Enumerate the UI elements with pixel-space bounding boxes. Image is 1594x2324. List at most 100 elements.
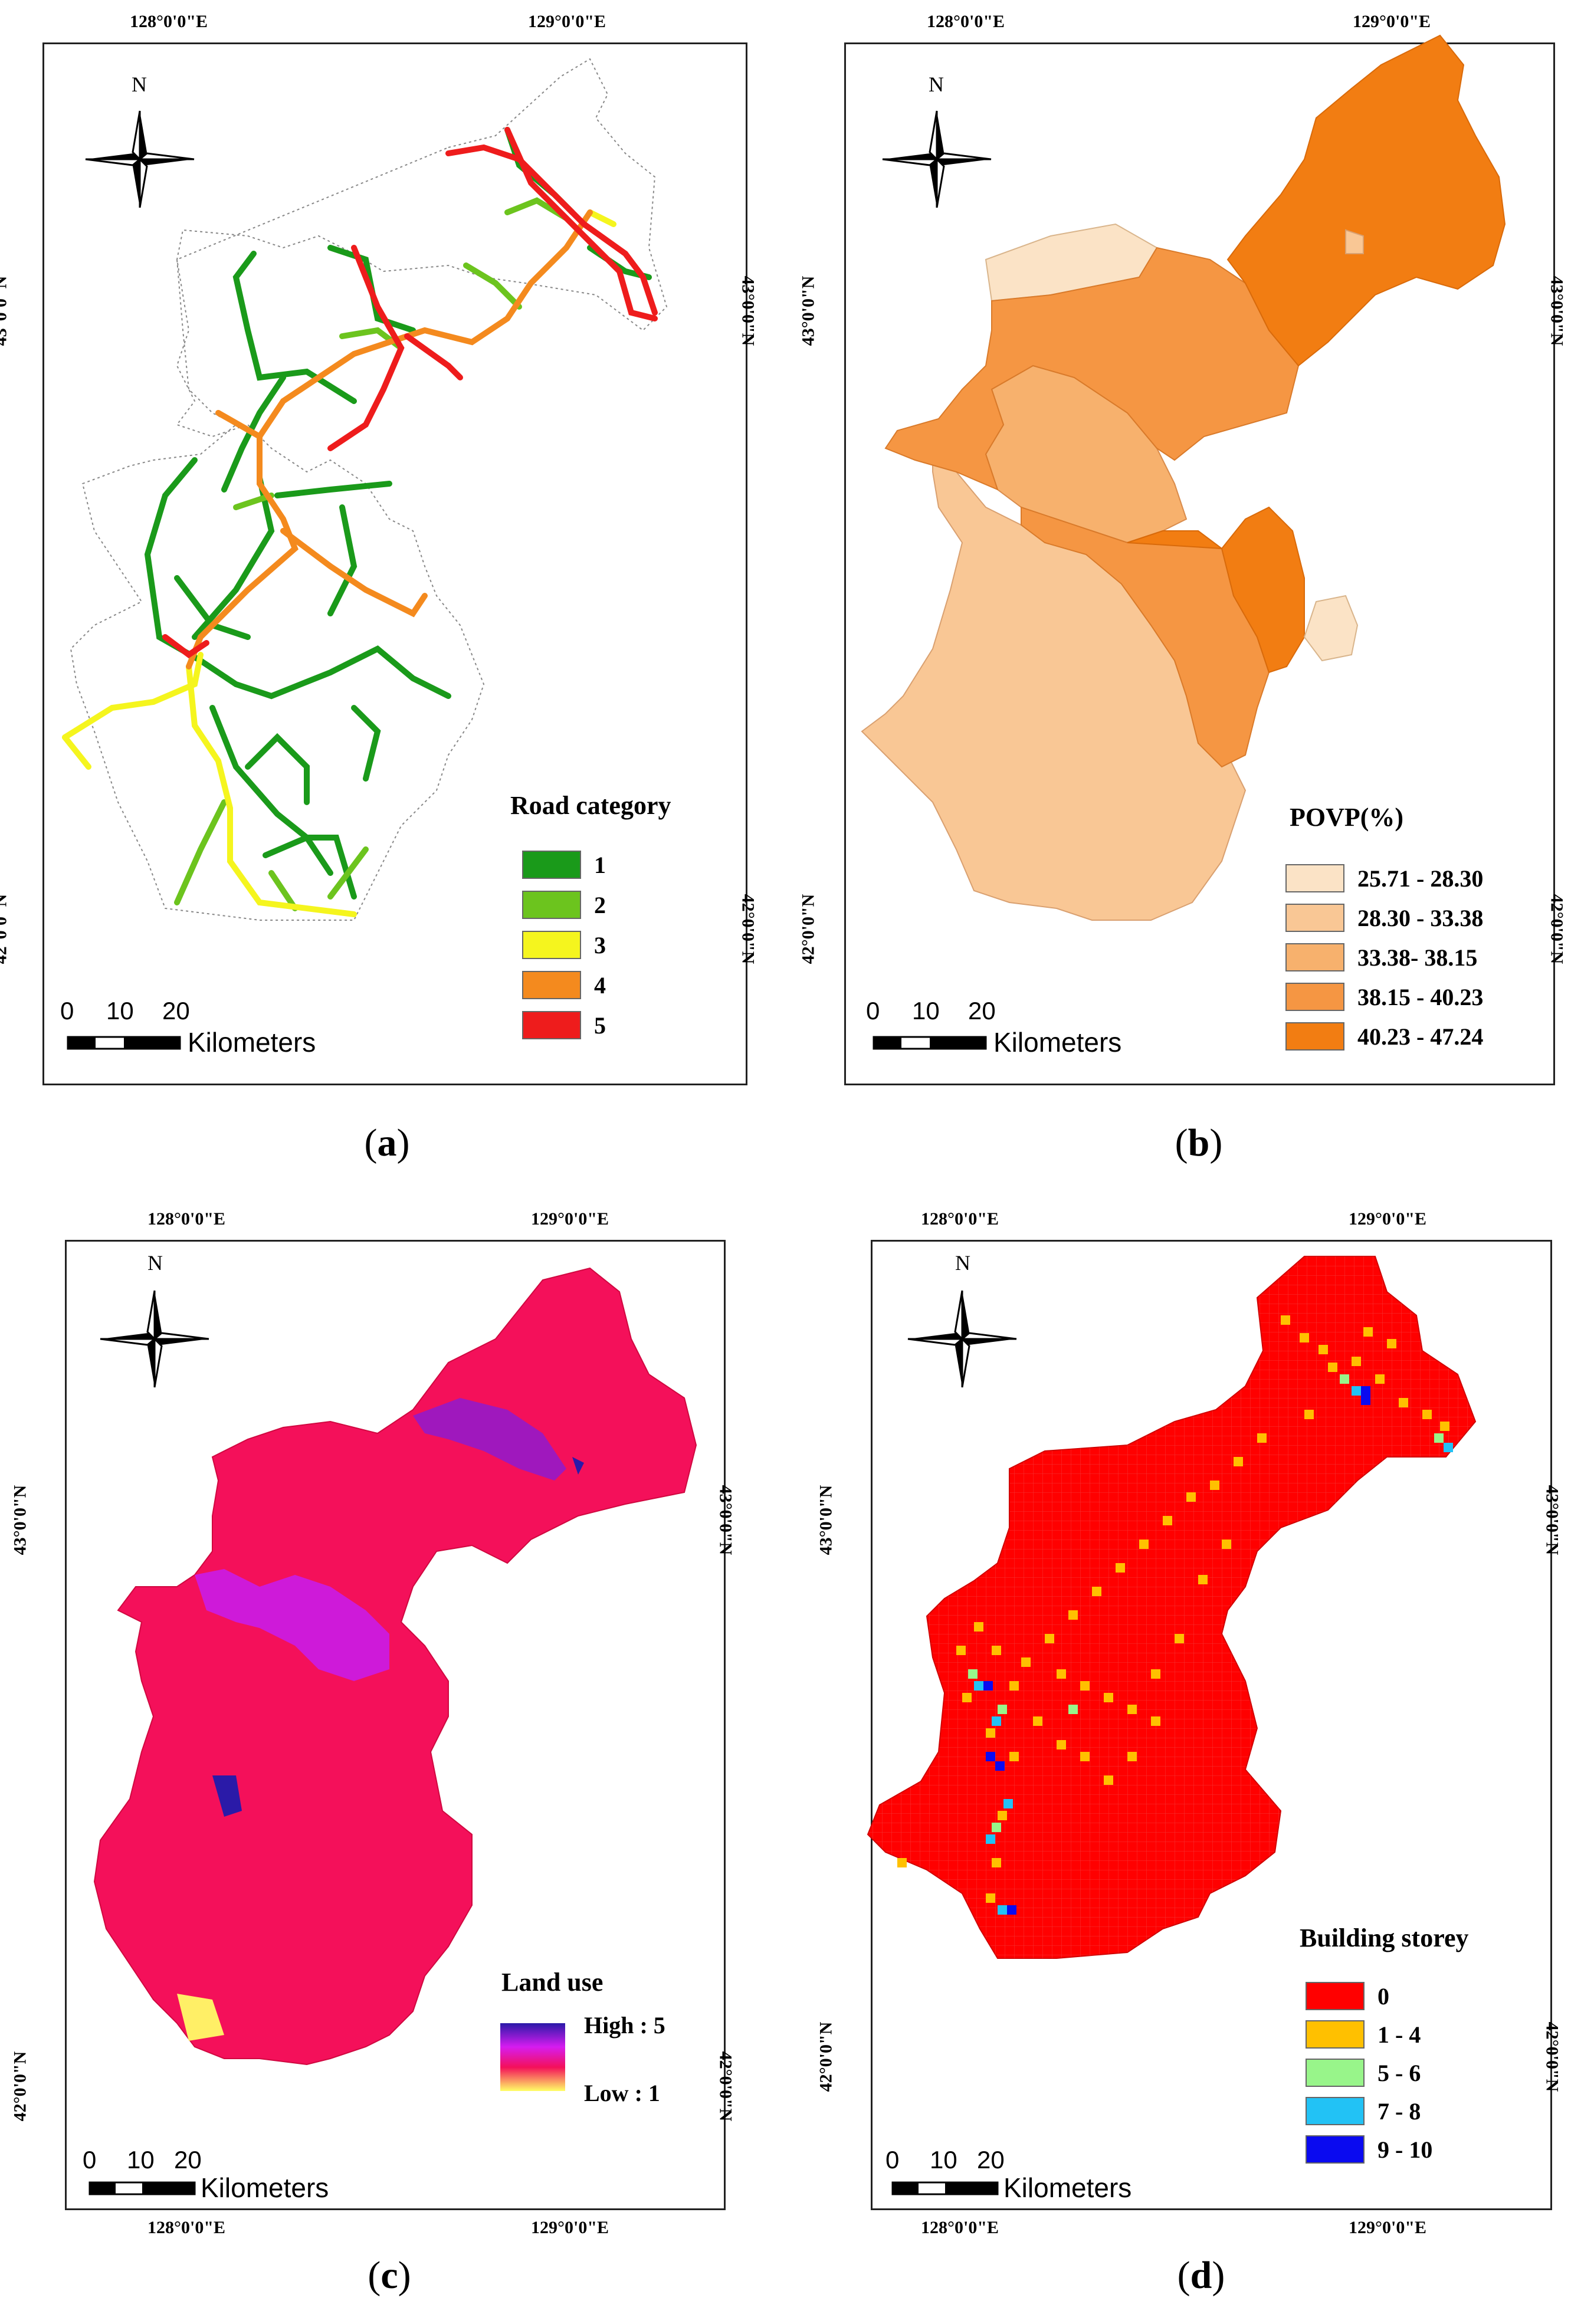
scale-bar [88,2181,196,2195]
lon-top-left: 128°0'0"E [147,1209,225,1229]
caption-letter: d [1190,2254,1212,2297]
zone-povp-inset [1303,595,1359,662]
legend-label: 28.30 - 33.38 [1357,904,1484,931]
legend-label: 25.71 - 28.30 [1357,865,1484,892]
scale-tick: 10 [127,2146,155,2174]
scale-bar [67,1036,181,1050]
panel-caption: (d) [1177,2254,1225,2297]
panel-b: 128°0'0"E 129°0'0"E N 43°0'0"N 42°0'0"N … [797,0,1594,1164]
land-use-high-area [572,1457,584,1475]
legend-title: Building storey [1300,1923,1469,1952]
caption-letter: c [381,2254,398,2297]
legend-item: 38.15 - 40.23 [1285,983,1483,1011]
legend-swatch [1306,2135,1365,2164]
legend-item: 5 - 6 [1306,2059,1421,2087]
map-svg [867,1256,1477,1959]
legend-label: 33.38- 38.15 [1357,944,1478,971]
zone-povp-inset2 [1345,229,1364,254]
legend-label: 38.15 - 40.23 [1357,983,1484,1010]
panel-caption: (c) [368,2254,411,2297]
legend-label: 2 [594,891,606,918]
legend-label: 5 - 6 [1377,2059,1421,2086]
legend-swatch [1306,2097,1365,2125]
legend-swatch [522,891,581,919]
storey-9-10-cells [983,1386,1370,1915]
legend-label: 5 [594,1012,606,1039]
scale-tick: 0 [885,2146,900,2174]
scale-tick: 10 [106,997,134,1025]
storey-7-8-cells [974,1386,1453,1915]
legend-item: 3 [522,931,606,959]
legend-title: Land use [501,1968,604,1997]
legend-item: 5 [522,1011,606,1039]
land-use-high-area [195,1569,389,1681]
north-arrow [882,110,992,208]
legend-swatch [522,971,581,999]
north-label: N [147,1251,163,1275]
legend-label: 0 [1377,1982,1389,2010]
legend-label: 4 [594,971,606,999]
scale-tick: 20 [968,997,996,1025]
legend-swatch [522,851,581,879]
land-use-high-area [212,1775,242,1817]
lon-bottom-left: 128°0'0"E [147,2218,225,2237]
gradient-high-label: High : 5 [584,2012,665,2039]
scale-tick: 20 [174,2146,202,2174]
north-label: N [929,73,944,96]
north-arrow [907,1290,1017,1388]
legend-item: 28.30 - 33.38 [1285,904,1483,932]
lon-bottom-right: 129°0'0"E [1349,2218,1426,2237]
scale-bar [891,2181,999,2195]
north-arrow [100,1290,209,1388]
legend-swatch [522,931,581,959]
legend-swatch [1285,864,1344,892]
map-frame [42,42,747,1085]
legend-label: 1 [594,851,606,878]
north-arrow [85,110,195,208]
zone-povp-5 [1226,34,1506,367]
lon-bottom-right: 129°0'0"E [531,2218,609,2237]
legend-swatch [1285,1022,1344,1051]
roads-category-5 [162,127,658,659]
lon-top-right: 129°0'0"E [1353,12,1431,31]
legend-item: 25.71 - 28.30 [1285,864,1483,892]
legend-swatch [1306,2020,1365,2049]
zone-povp-5b [1127,506,1305,674]
panel-caption: (b) [1175,1121,1223,1164]
legend-item: 1 [522,851,606,879]
legend-item: 40.23 - 47.24 [1285,1022,1483,1051]
map-svg [93,1267,697,2066]
legend-item: 1 - 4 [1306,2020,1421,2049]
legend-swatch [1285,904,1344,932]
storey-5-6-cells [968,1374,1444,1832]
panel-a: 128°0'0"E 129°0'0"E [0,0,797,1164]
roads-category-4 [186,209,593,669]
scale-tick: 10 [912,997,940,1025]
panel-c: 128°0'0"E 129°0'0"E 128°0'0"E 129°0'0"E [0,1162,797,2324]
lon-bottom-left: 128°0'0"E [921,2218,999,2237]
map-svg [861,34,1506,921]
legend-swatch [522,1011,581,1039]
zone-povp-4 [884,247,1300,491]
legend-label: 7 - 8 [1377,2097,1421,2125]
map-svg [62,58,668,921]
lon-top-left: 128°0'0"E [130,12,208,31]
scale-unit: Kilometers [188,1027,316,1058]
north-label: N [132,73,147,96]
legend-title: Road category [510,791,671,820]
region-outline [70,58,668,921]
scale-tick: 20 [977,2146,1005,2174]
scale-tick: 0 [866,997,880,1025]
land-use-high-area [413,1398,566,1481]
scale-unit: Kilometers [1003,2172,1132,2203]
legend-item: 2 [522,891,606,919]
land-use-low-area [177,1994,224,2041]
legend-swatch [1306,1982,1365,2010]
legend-label: 40.23 - 47.24 [1357,1023,1484,1050]
lon-top-left: 128°0'0"E [921,1209,999,1229]
panel-caption: (a) [364,1121,410,1164]
land-use-gradient [500,2023,565,2091]
lon-top-right: 129°0'0"E [1349,1209,1426,1229]
scale-tick: 10 [930,2146,957,2174]
scale-tick: 20 [162,997,190,1025]
